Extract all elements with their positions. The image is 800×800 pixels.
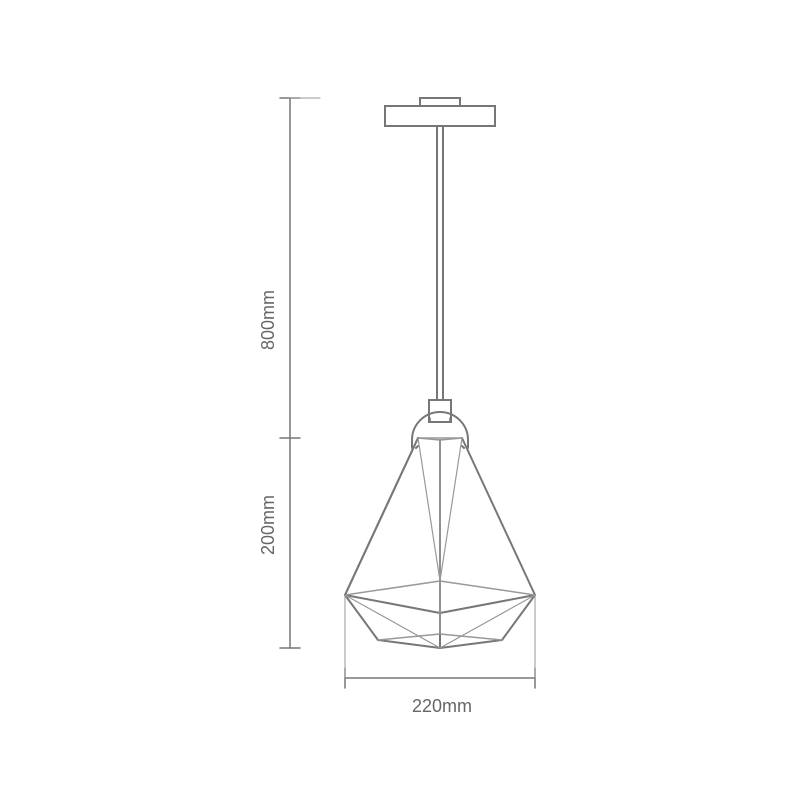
pendant-lamp-drawing [0, 0, 800, 800]
shade-height-dimension-label: 200mm [258, 495, 279, 555]
width-dimension-label: 220mm [412, 696, 472, 717]
height-dimension-label: 800mm [258, 290, 279, 350]
